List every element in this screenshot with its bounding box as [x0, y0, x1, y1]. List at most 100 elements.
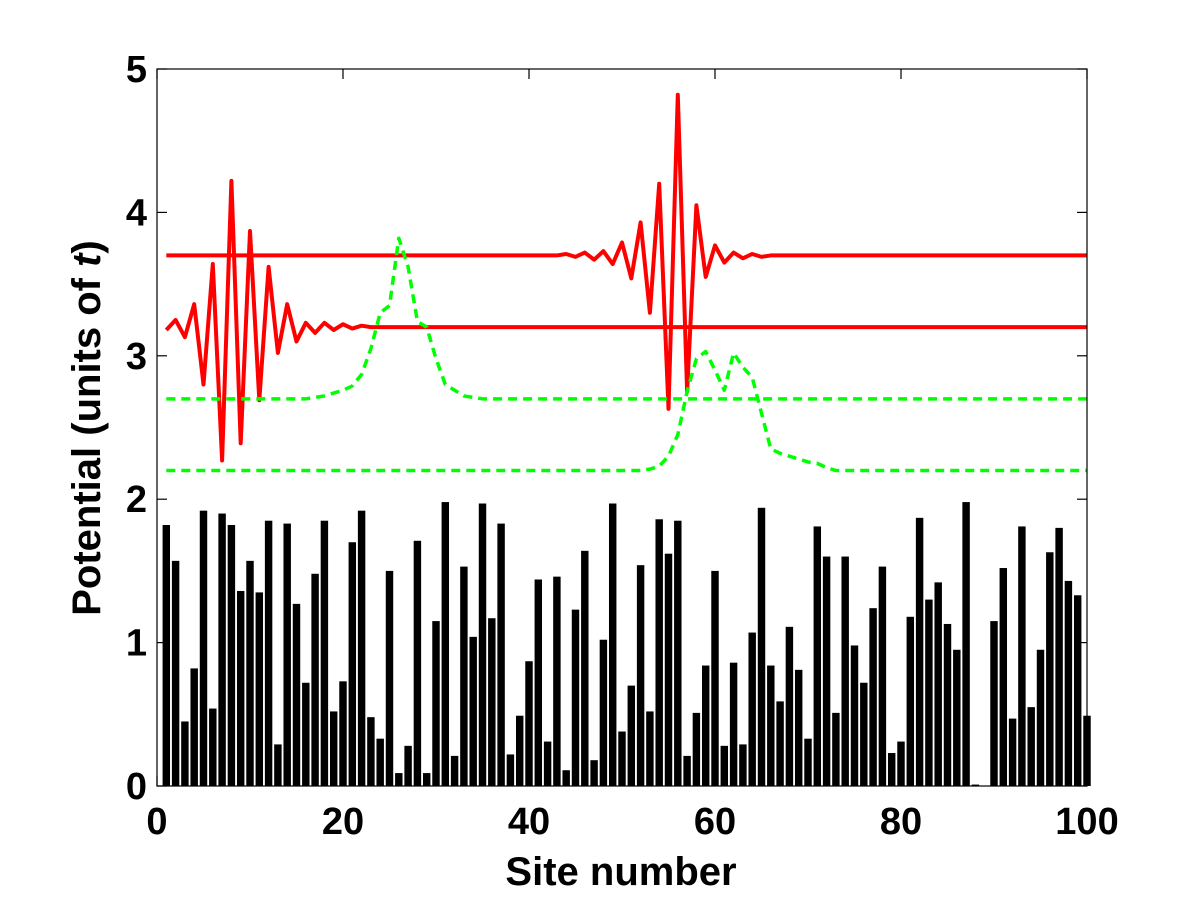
- y-axis-title-italic: t: [65, 252, 109, 267]
- bar-site-8: [227, 525, 236, 786]
- bar-site-36: [488, 618, 496, 786]
- y-tick-label: 3: [126, 336, 147, 378]
- x-tick-label: 40: [508, 801, 550, 843]
- bar-site-39: [515, 715, 524, 786]
- bar-site-9: [236, 590, 245, 786]
- bar-site-42: [543, 741, 552, 786]
- bar-site-14: [283, 523, 291, 786]
- bar-site-13: [274, 744, 282, 786]
- bar-site-92: [1008, 718, 1017, 786]
- bar-site-47: [590, 760, 598, 786]
- bar-site-78: [878, 566, 887, 786]
- bar-site-43: [553, 576, 561, 786]
- bar-site-2: [171, 560, 180, 786]
- bar-site-55: [664, 553, 673, 786]
- bar-site-3: [181, 721, 189, 786]
- y-axis-title-prefix: Potential (units of: [65, 267, 109, 616]
- y-tick-label: 0: [126, 766, 147, 808]
- bar-site-56: [674, 520, 682, 786]
- bar-site-65: [757, 507, 766, 786]
- bar-site-75: [850, 645, 859, 786]
- bar-site-91: [999, 568, 1008, 786]
- bar-site-77: [869, 608, 877, 786]
- lines-layer: [164, 92, 1087, 473]
- bar-site-94: [1027, 707, 1035, 786]
- bar-site-71: [813, 526, 822, 786]
- bar-site-35: [478, 503, 487, 786]
- red-wavefunction-line-1: [164, 178, 1087, 463]
- bar-site-84: [934, 582, 942, 786]
- bar-site-86: [953, 649, 961, 786]
- bar-site-51: [627, 685, 636, 786]
- bar-site-83: [925, 599, 933, 786]
- bar-site-53: [646, 711, 654, 786]
- y-tick-label: 1: [126, 623, 147, 665]
- bar-site-26: [395, 773, 403, 786]
- red-wavefunction-line-2: [166, 92, 1087, 411]
- bar-site-33: [460, 566, 468, 786]
- bar-site-49: [608, 503, 617, 786]
- bar-site-60: [711, 570, 719, 786]
- y-tick-label: 5: [126, 49, 147, 91]
- bar-site-37: [497, 523, 505, 786]
- bar-site-74: [841, 556, 849, 786]
- bar-site-31: [441, 502, 450, 786]
- x-tick-label: 100: [1055, 801, 1118, 843]
- x-tick-label: 80: [880, 801, 922, 843]
- x-tick-label: 0: [146, 801, 167, 843]
- bar-site-21: [348, 542, 357, 786]
- bar-site-5: [199, 510, 208, 786]
- bar-site-54: [655, 519, 663, 786]
- bars-layer: [162, 502, 1091, 786]
- bar-site-18: [320, 520, 329, 786]
- bar-site-41: [534, 579, 543, 786]
- bar-site-7: [218, 513, 226, 786]
- bar-site-97: [1055, 527, 1063, 786]
- y-tick-label: 4: [126, 192, 147, 234]
- bar-site-98: [1064, 580, 1073, 786]
- bar-site-17: [311, 573, 319, 786]
- bar-site-50: [618, 731, 626, 786]
- bar-site-85: [943, 623, 952, 786]
- bar-site-12: [264, 520, 273, 786]
- bar-site-22: [357, 510, 366, 786]
- bar-site-29: [422, 773, 431, 786]
- bar-site-30: [432, 621, 440, 786]
- bar-site-16: [302, 682, 310, 786]
- green-density-line-1: [166, 236, 1087, 401]
- bar-site-38: [506, 754, 515, 786]
- bar-site-11: [255, 592, 264, 786]
- bar-site-28: [413, 540, 422, 786]
- bar-site-48: [599, 639, 608, 786]
- bar-site-76: [860, 682, 868, 786]
- labels-layer: 0 20 40 60 80 100 0 1 2 3 4 5: [126, 49, 1119, 843]
- x-tick-label: 60: [694, 801, 736, 843]
- bar-site-87: [962, 502, 970, 786]
- bar-site-23: [367, 717, 375, 786]
- bar-site-20: [339, 681, 347, 786]
- bar-site-68: [785, 626, 794, 786]
- bar-site-24: [376, 738, 384, 786]
- bar-site-95: [1036, 649, 1045, 786]
- bar-site-90: [990, 621, 998, 786]
- y-tick-label: 2: [126, 479, 147, 521]
- x-tick-label: 20: [322, 801, 364, 843]
- axes-layer: [156, 68, 1088, 787]
- bar-site-79: [887, 753, 896, 786]
- bar-site-73: [832, 712, 840, 786]
- bar-site-64: [748, 632, 756, 786]
- bar-site-70: [804, 738, 812, 786]
- bar-site-93: [1018, 526, 1026, 786]
- bar-site-40: [525, 661, 533, 786]
- bar-site-45: [571, 609, 580, 786]
- bar-site-1: [162, 525, 171, 786]
- bar-site-58: [692, 712, 701, 786]
- bar-site-27: [404, 745, 412, 786]
- bar-site-4: [190, 668, 198, 786]
- bar-site-44: [562, 770, 570, 786]
- bar-site-99: [1073, 595, 1082, 786]
- x-axis-title: Site number: [505, 850, 736, 894]
- axes-box: [156, 68, 1088, 787]
- bar-site-63: [739, 744, 747, 786]
